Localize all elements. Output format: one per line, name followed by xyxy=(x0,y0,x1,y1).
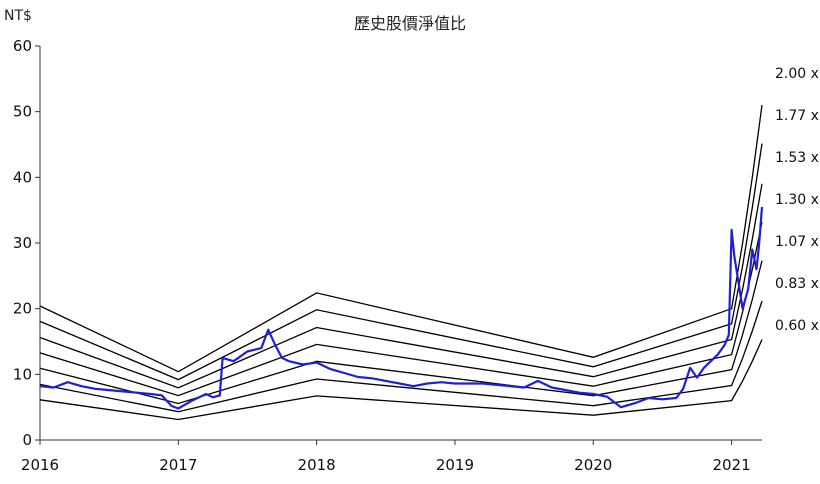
y-tick-label: 20 xyxy=(13,300,32,318)
price-series-line xyxy=(39,206,764,410)
y-tick-label: 10 xyxy=(13,365,32,383)
pb-band-line-4 xyxy=(39,260,763,405)
pb-band-line-6 xyxy=(39,339,763,421)
chart-title: 歷史股價淨值比 xyxy=(353,14,466,33)
y-tick-label: 0 xyxy=(22,431,32,449)
y-tick-label: 30 xyxy=(13,234,32,252)
pb-band-line-3 xyxy=(39,222,763,397)
y-axis-unit-label: NT$ xyxy=(4,8,32,24)
pb-band-line-2 xyxy=(39,183,763,389)
pb-band-label-2: 1.53 x xyxy=(775,150,819,166)
pb-band-label-3: 1.30 x xyxy=(775,192,819,208)
x-tick-label: 2017 xyxy=(159,456,197,474)
pb-band-line-0 xyxy=(39,105,763,373)
x-tick-label: 2016 xyxy=(21,456,59,474)
pb-band-label-5: 0.83 x xyxy=(775,276,819,292)
x-tick-label: 2021 xyxy=(712,456,750,474)
y-tick-label: 40 xyxy=(13,168,32,186)
pb-band-label-6: 0.60 x xyxy=(775,318,819,334)
x-tick-label: 2020 xyxy=(574,456,612,474)
y-tick-label: 50 xyxy=(13,103,32,121)
pb-band-label-1: 1.77 x xyxy=(775,108,819,124)
y-tick-label: 60 xyxy=(13,37,32,55)
pb-band-line-5 xyxy=(39,300,763,413)
x-tick-label: 2019 xyxy=(436,456,474,474)
pb-band-label-4: 1.07 x xyxy=(775,234,819,250)
pb-band-label-0: 2.00 x xyxy=(775,66,819,82)
pb-band-line-1 xyxy=(39,143,763,381)
x-tick-label: 2018 xyxy=(298,456,336,474)
